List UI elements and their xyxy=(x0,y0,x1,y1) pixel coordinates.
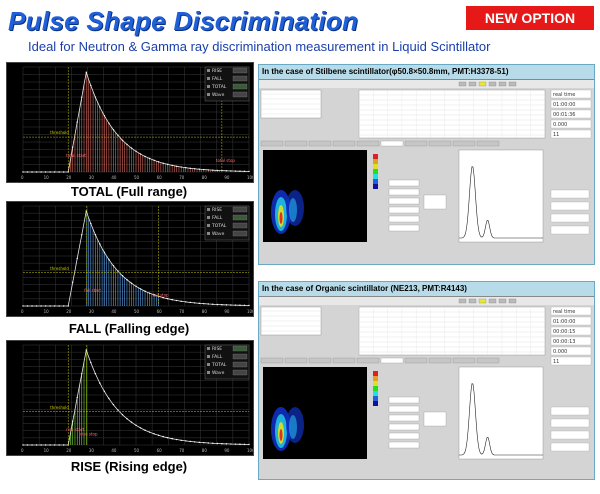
svg-text:11: 11 xyxy=(553,359,559,365)
svg-text:60: 60 xyxy=(157,175,163,180)
svg-text:90: 90 xyxy=(224,309,230,314)
svg-text:real time: real time xyxy=(553,309,575,315)
svg-text:0.000: 0.000 xyxy=(553,349,567,355)
page-title: Pulse Shape Discrimination xyxy=(8,6,359,36)
svg-text:00:00:15: 00:00:15 xyxy=(553,329,575,335)
stilbene-app-screenshot: real time 01:00:00 00:01:36 0.000 11 xyxy=(259,79,594,264)
svg-text:100: 100 xyxy=(247,309,253,314)
svg-text:0: 0 xyxy=(21,448,24,453)
svg-text:50: 50 xyxy=(134,175,140,180)
svg-text:20: 20 xyxy=(66,175,72,180)
svg-text:rise start: rise start xyxy=(66,427,84,432)
svg-text:20: 20 xyxy=(66,448,72,453)
stilbene-panel: In the case of Stilbene scintillator(φ50… xyxy=(258,64,595,265)
svg-text:RISE: RISE xyxy=(212,346,222,352)
new-option-badge: NEW OPTION xyxy=(466,6,594,30)
svg-text:FALL: FALL xyxy=(212,76,223,82)
organic-app-screenshot: real time 01:00:00 00:00:15 00:00:13 0.000 11 xyxy=(259,296,594,479)
svg-text:10: 10 xyxy=(44,448,50,453)
svg-text:40: 40 xyxy=(111,448,117,453)
svg-text:fall start: fall start xyxy=(84,288,101,293)
svg-text:40: 40 xyxy=(111,175,117,180)
fall-waveform-plot: threshold fall start fall stop 0 10 20 30 40 50 6… xyxy=(6,201,254,317)
svg-text:60: 60 xyxy=(157,448,163,453)
svg-text:80: 80 xyxy=(202,309,208,314)
svg-text:70: 70 xyxy=(179,448,185,453)
svg-text:00:01:36: 00:01:36 xyxy=(553,112,575,118)
svg-text:rise stop: rise stop xyxy=(80,432,98,437)
svg-text:01:00:00: 01:00:00 xyxy=(553,319,575,325)
svg-text:10: 10 xyxy=(44,175,50,180)
total-waveform-plot: threshold total start total stop 0 10 20 30 40 5… xyxy=(6,62,254,183)
svg-text:TOTAL: TOTAL xyxy=(211,223,227,229)
page-subtitle: Ideal for Neutron & Gamma ray discrimina… xyxy=(28,39,491,54)
total-caption: TOTAL (Full range) xyxy=(70,184,188,199)
organic-panel: In the case of Organic scintillator (NE2… xyxy=(258,281,595,480)
svg-text:30: 30 xyxy=(89,175,95,180)
svg-text:00:00:13: 00:00:13 xyxy=(553,339,575,345)
fall-caption: FALL (Falling edge) xyxy=(68,321,190,336)
svg-text:Wave: Wave xyxy=(212,92,225,98)
svg-text:90: 90 xyxy=(224,448,230,453)
svg-text:40: 40 xyxy=(111,309,117,314)
organic-panel-title: In the case of Organic scintillator (NE2… xyxy=(262,284,467,293)
svg-text:TOTAL: TOTAL xyxy=(211,84,227,90)
svg-text:threshold: threshold xyxy=(50,266,69,271)
svg-text:FALL: FALL xyxy=(212,215,223,221)
svg-text:Wave: Wave xyxy=(212,370,225,376)
svg-text:RISE: RISE xyxy=(212,207,222,213)
svg-text:50: 50 xyxy=(134,448,140,453)
svg-text:10: 10 xyxy=(44,309,50,314)
rise-caption: RISE (Rising edge) xyxy=(70,459,188,474)
svg-text:total start: total start xyxy=(66,153,86,158)
svg-text:TOTAL: TOTAL xyxy=(211,362,227,368)
svg-text:FALL: FALL xyxy=(212,354,223,360)
svg-text:60: 60 xyxy=(157,309,163,314)
svg-text:100: 100 xyxy=(247,175,253,180)
svg-text:30: 30 xyxy=(89,448,95,453)
svg-text:01:00:00: 01:00:00 xyxy=(553,102,575,108)
svg-text:70: 70 xyxy=(179,175,185,180)
svg-text:100: 100 xyxy=(247,448,253,453)
svg-text:RISE: RISE xyxy=(212,68,222,74)
svg-text:30: 30 xyxy=(89,309,95,314)
svg-text:0.000: 0.000 xyxy=(553,122,567,128)
svg-text:total stop: total stop xyxy=(216,158,236,163)
svg-text:fall stop: fall stop xyxy=(153,293,169,298)
svg-text:threshold: threshold xyxy=(50,130,69,135)
svg-text:0: 0 xyxy=(21,309,24,314)
svg-text:11: 11 xyxy=(553,132,559,138)
svg-text:80: 80 xyxy=(202,448,208,453)
svg-text:80: 80 xyxy=(202,175,208,180)
svg-text:real time: real time xyxy=(553,92,575,98)
svg-text:20: 20 xyxy=(66,309,72,314)
rise-waveform-plot: threshold rise start rise stop 0 10 20 30 40 50 6… xyxy=(6,340,254,456)
svg-text:0: 0 xyxy=(21,175,24,180)
svg-text:Wave: Wave xyxy=(212,231,225,237)
svg-text:90: 90 xyxy=(224,175,230,180)
svg-text:threshold: threshold xyxy=(50,405,69,410)
svg-text:70: 70 xyxy=(179,309,185,314)
svg-text:50: 50 xyxy=(134,309,140,314)
stilbene-panel-title: In the case of Stilbene scintillator(φ50… xyxy=(262,67,509,76)
